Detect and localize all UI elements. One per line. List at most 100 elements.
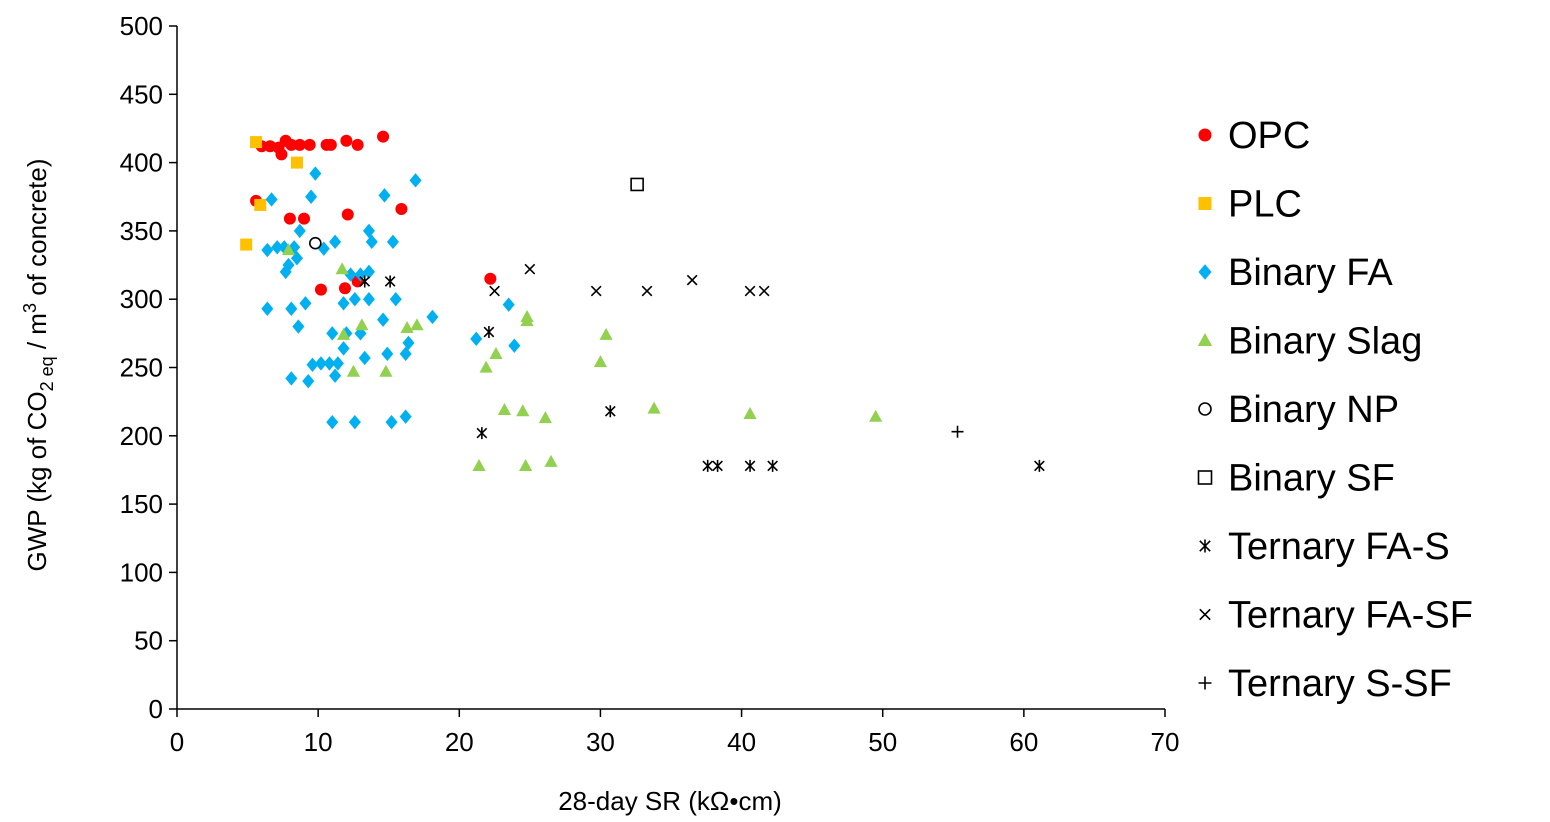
legend-item: Ternary S-SF <box>1198 663 1452 705</box>
data-point <box>346 364 361 377</box>
data-point <box>285 371 298 386</box>
legend-label: OPC <box>1228 115 1310 157</box>
data-point <box>338 282 351 295</box>
data-point <box>489 285 500 297</box>
x-tick-label: 30 <box>586 727 615 757</box>
data-point <box>285 138 298 151</box>
data-point <box>604 405 616 418</box>
series-plc <box>240 136 303 251</box>
data-point <box>476 427 488 440</box>
legend-item: Binary SF <box>1197 458 1395 500</box>
y-axis-title-part-2: / m <box>22 313 52 356</box>
data-point <box>298 212 311 225</box>
data-point <box>329 368 342 383</box>
data-point <box>302 373 315 389</box>
data-point <box>712 459 723 472</box>
data-point <box>331 356 344 371</box>
data-point <box>240 238 253 251</box>
data-point <box>379 364 393 377</box>
data-point <box>647 401 661 414</box>
data-point <box>1034 459 1045 472</box>
data-point <box>326 326 339 341</box>
x-tick-label: 20 <box>445 727 474 757</box>
data-point <box>484 272 497 285</box>
legend-label: Ternary FA-SF <box>1228 595 1473 637</box>
series-ternary-s-sf <box>951 425 964 438</box>
data-point <box>702 459 714 472</box>
x-axis-title: 28-day SR (kΩ•cm) <box>558 786 782 816</box>
data-point <box>290 156 303 169</box>
y-tick-label: 150 <box>120 489 163 519</box>
series-ternary-fa-s <box>359 275 1045 472</box>
y-tick-label: 50 <box>134 626 163 656</box>
legend-marker <box>1198 128 1212 142</box>
x-tick-label: 0 <box>170 727 184 757</box>
legend-marker <box>1198 197 1212 210</box>
data-point <box>261 301 274 316</box>
data-point <box>335 262 349 275</box>
data-point <box>355 318 369 331</box>
series-binary-fa <box>261 166 521 430</box>
data-point <box>292 319 305 334</box>
data-point <box>641 285 653 297</box>
data-point <box>479 360 493 373</box>
data-point <box>483 325 495 338</box>
data-point <box>309 166 322 181</box>
data-point <box>395 203 408 216</box>
legend-label: PLC <box>1228 184 1302 226</box>
data-point <box>520 310 534 323</box>
legend-item: Binary Slag <box>1197 321 1422 363</box>
data-point <box>489 346 503 359</box>
legend-marker <box>1198 264 1212 280</box>
data-point <box>384 275 396 288</box>
x-tick-label: 60 <box>1009 727 1038 757</box>
data-point <box>337 296 350 311</box>
legend-marker <box>1198 676 1212 690</box>
legend-item: Binary NP <box>1198 389 1399 431</box>
legend-label: Ternary FA-S <box>1228 526 1450 568</box>
data-point <box>593 355 608 368</box>
legend-label: Ternary S-SF <box>1228 663 1452 705</box>
data-point <box>306 357 319 372</box>
legend-marker <box>1199 539 1211 553</box>
y-axis-title: GWP (kg of CO2 eq / m3 of concrete) <box>20 158 57 571</box>
y-axis-title-subscript: 2 eq <box>37 356 57 391</box>
data-point <box>400 320 414 333</box>
data-point <box>377 312 390 327</box>
data-point <box>497 402 512 415</box>
y-tick-label: 350 <box>120 216 163 246</box>
y-tick-label: 250 <box>120 353 163 383</box>
data-point <box>344 267 357 282</box>
data-point <box>362 223 375 239</box>
marks-layer <box>240 130 1045 472</box>
legend-label: Binary Slag <box>1228 321 1422 363</box>
y-tick-label: 300 <box>120 284 163 314</box>
data-point <box>599 327 613 340</box>
data-point <box>410 318 424 331</box>
data-point <box>516 404 530 417</box>
data-point <box>744 285 756 297</box>
data-point <box>337 341 350 356</box>
legend-label: Binary NP <box>1228 389 1399 431</box>
data-point <box>381 346 394 362</box>
data-point <box>354 267 367 282</box>
y-tick-label: 450 <box>120 79 163 109</box>
x-tick-label: 70 <box>1151 727 1180 757</box>
legend-item: Ternary FA-S <box>1199 526 1450 568</box>
data-point <box>303 138 316 151</box>
y-tick-label: 400 <box>120 148 163 178</box>
x-tick-label: 40 <box>727 727 756 757</box>
legend-item: PLC <box>1198 184 1302 226</box>
data-point <box>293 223 306 239</box>
data-point <box>323 356 336 371</box>
data-point <box>869 409 883 422</box>
data-point <box>399 409 412 424</box>
data-point <box>386 234 399 250</box>
x-tick-label: 50 <box>868 727 897 757</box>
data-point <box>275 148 288 161</box>
data-point <box>743 407 757 420</box>
data-point <box>305 189 318 204</box>
data-point <box>250 136 263 149</box>
